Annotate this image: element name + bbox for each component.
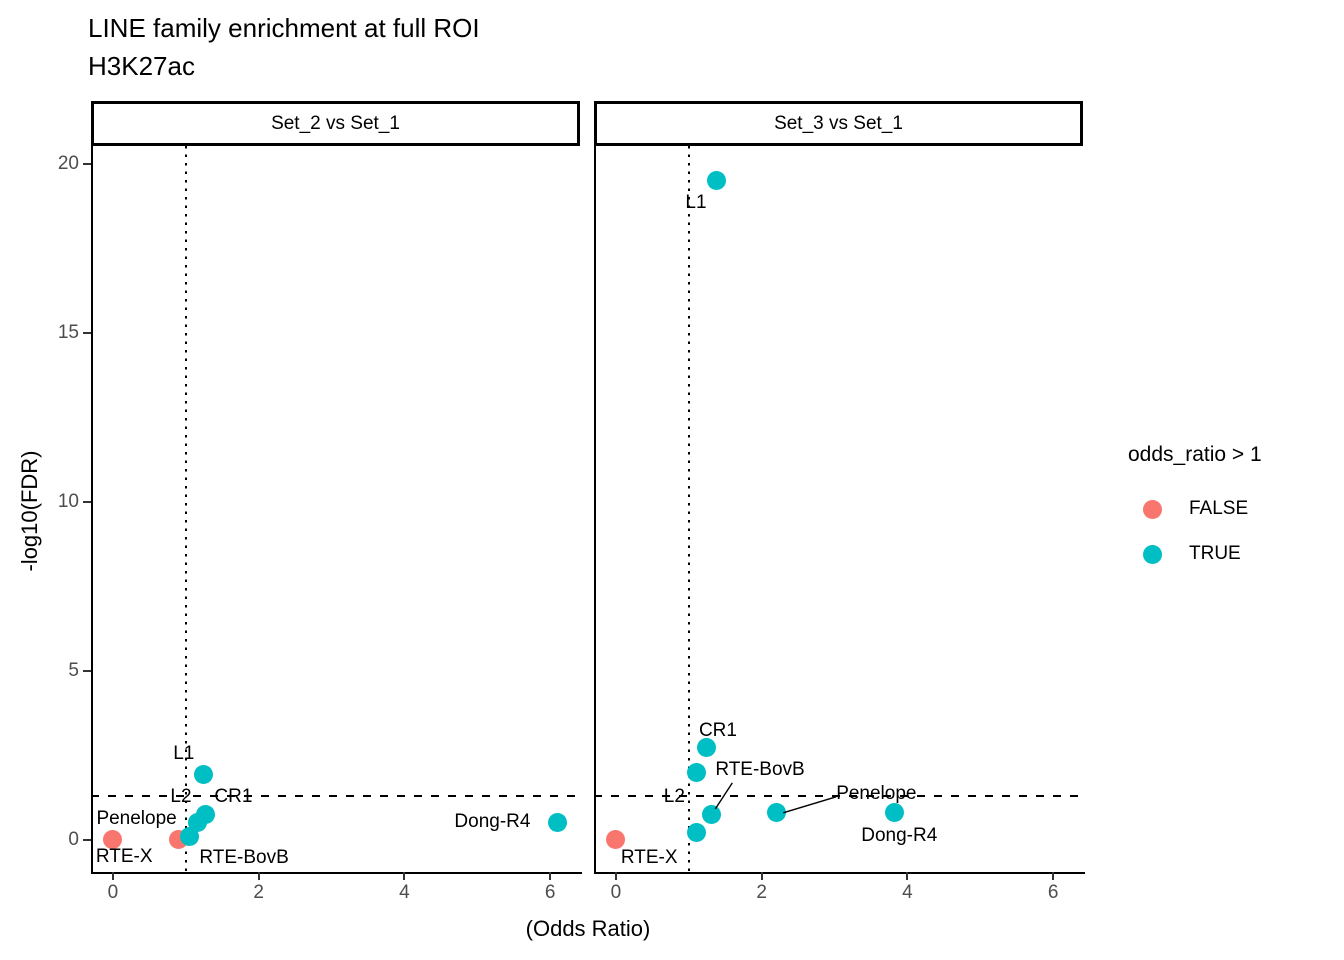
data-point-rte-bovb: [179, 827, 199, 846]
legend-item-false: FALSE: [1143, 498, 1248, 520]
data-point-label-l1: L1: [173, 742, 195, 764]
x-axis-tick: [549, 872, 552, 880]
x-axis-title: (Odds Ratio): [525, 916, 651, 941]
y-axis-tick-label: 10: [57, 490, 79, 512]
data-point-label-cr1: CR1: [698, 719, 737, 741]
data-point-label-dong-r4: Dong-R4: [861, 824, 938, 846]
data-point-l2: [687, 763, 707, 783]
data-point-label-penelope: Penelope: [96, 807, 177, 829]
x-axis-tick-label: 4: [902, 882, 913, 903]
x-axis-tick: [1052, 872, 1055, 880]
data-point-label-l1: L1: [685, 191, 707, 213]
data-point-cr1: [195, 805, 215, 825]
legend-item-true: TRUE: [1143, 543, 1241, 565]
y-axis-tick-label: 5: [68, 659, 79, 681]
x-axis-tick-label: 2: [253, 882, 264, 903]
data-point-rte-x: [606, 830, 626, 850]
y-axis-title: -log10(FDR): [17, 450, 42, 572]
legend: odds_ratio > 1 FALSE TRUE: [1128, 443, 1338, 564]
facet-panel-set3-vs-set1: [594, 146, 1085, 874]
plot-title: LINE family enrichment at full ROI: [88, 13, 480, 43]
y-axis-tick-label: 20: [57, 152, 79, 174]
plot-subtitle: H3K27ac: [88, 51, 195, 81]
y-axis-tick: [83, 162, 91, 165]
facet-panel-set2-vs-set1: [91, 146, 582, 874]
odds-ratio-1-vline: [687, 146, 690, 872]
data-point-label-rte-bovb: RTE-BovB: [199, 846, 289, 868]
data-point-label-l2: L2: [170, 785, 192, 807]
data-point-label-rte-x: RTE-X: [620, 846, 678, 868]
true-point-swatch-icon: [1143, 544, 1162, 564]
data-point-l1: [706, 171, 726, 191]
x-axis-tick-label: 0: [107, 882, 119, 903]
x-axis-tick-label: 4: [399, 882, 410, 903]
fdr-threshold-hline: [91, 794, 580, 797]
data-point-rte-bovb: [701, 805, 721, 825]
x-axis-tick-label: 6: [1047, 882, 1059, 903]
legend-label-false: FALSE: [1189, 498, 1249, 519]
x-axis-tick-label: 2: [756, 882, 767, 903]
y-axis-tick-label: 0: [68, 828, 79, 850]
y-axis-tick: [83, 838, 91, 841]
data-point-dong-r4: [547, 813, 567, 833]
x-axis-tick-label: 6: [544, 882, 556, 903]
data-point-label-rte-x: RTE-X: [95, 845, 153, 867]
x-axis-tick: [403, 872, 406, 880]
x-axis-tick: [614, 872, 617, 880]
false-point-swatch-icon: [1143, 499, 1162, 519]
data-point-label-penelope: Penelope: [836, 782, 917, 804]
legend-label-true: TRUE: [1189, 543, 1241, 564]
data-point-label-dong-r4: Dong-R4: [454, 810, 531, 832]
data-point-l1: [193, 765, 213, 785]
data-point-dong-r4: [884, 803, 904, 823]
x-axis-tick-label: 0: [610, 882, 622, 903]
legend-title: odds_ratio > 1: [1128, 443, 1262, 466]
y-axis-tick: [83, 500, 91, 503]
x-axis-tick: [111, 872, 114, 880]
data-point-label-l2: L2: [663, 785, 685, 807]
data-point: [687, 823, 707, 843]
data-point-label-cr1: CR1: [214, 785, 253, 807]
fdr-threshold-hline: [594, 794, 1083, 797]
data-point-cr1: [697, 738, 717, 758]
x-axis-tick: [906, 872, 909, 880]
data-point-label-rte-bovb: RTE-BovB: [715, 758, 805, 780]
facet-strip-set2-vs-set1: Set_2 vs Set_1: [91, 101, 580, 146]
data-point-penelope: [766, 803, 786, 823]
facet-strip-set3-vs-set1: Set_3 vs Set_1: [594, 101, 1083, 146]
x-axis-tick: [760, 872, 763, 880]
y-axis-tick-label: 15: [57, 321, 79, 343]
y-axis-tick: [83, 669, 91, 672]
y-axis-tick: [83, 331, 91, 334]
data-point-rte-x: [103, 830, 123, 850]
x-axis-tick: [257, 872, 260, 880]
odds-ratio-1-vline: [184, 146, 187, 872]
